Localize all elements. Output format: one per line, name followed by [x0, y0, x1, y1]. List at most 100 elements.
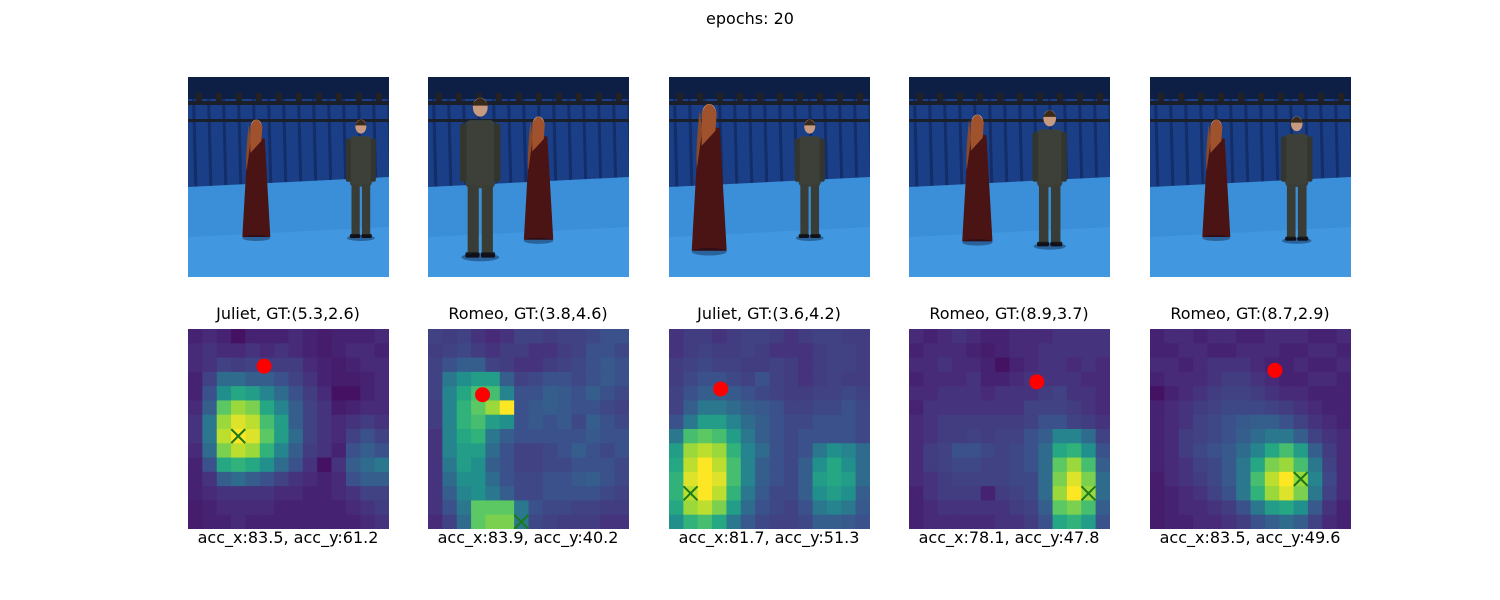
heatmap-cell [798, 486, 814, 502]
heatmap-cell [1279, 343, 1295, 359]
heatmap-cell [216, 343, 232, 359]
ground-truth-marker [1267, 362, 1283, 378]
heatmap-cell [712, 400, 728, 416]
heatmap-cell [1178, 343, 1194, 359]
heatmap-cell [952, 471, 968, 487]
heatmap-cell [740, 486, 756, 502]
heatmap-cell [1023, 414, 1039, 430]
heatmap-cell [259, 486, 275, 502]
heatmap-cell [216, 486, 232, 502]
heatmap-cell [345, 486, 361, 502]
heatmap-cell [769, 486, 785, 502]
heatmap-cell [1095, 500, 1110, 516]
heatmap-cell [1066, 457, 1082, 473]
heatmap-cell [937, 486, 953, 502]
heatmap-cell [1264, 500, 1280, 516]
heatmap-cell [1322, 471, 1338, 487]
heatmap-cell [1250, 429, 1266, 444]
heatmap-cell [1164, 500, 1180, 516]
heatmap-cell [952, 357, 968, 373]
heatmap-cell [442, 357, 458, 373]
heatmap-cell [1066, 371, 1082, 387]
heatmap-cell [259, 329, 275, 344]
heatmap-cell [302, 357, 318, 373]
heatmap-cell [1336, 357, 1351, 373]
heatmap-cell [697, 514, 713, 529]
heatmap-cell [1023, 443, 1039, 459]
heatmap-cell [697, 357, 713, 373]
heatmap-cell [317, 486, 333, 502]
heatmap-cell [1250, 443, 1266, 459]
heatmap-cell [317, 500, 333, 516]
heatmap-cell [1250, 457, 1266, 473]
heatmap-cell [231, 443, 247, 459]
heatmap-cell [755, 343, 771, 359]
romeo-figure [1032, 110, 1067, 250]
heatmap-cell [1307, 357, 1323, 373]
heatmap-cell [1178, 329, 1194, 344]
heatmap-cell [1095, 414, 1110, 430]
rig-camera [1218, 93, 1224, 101]
heatmap-cell [274, 457, 290, 473]
heatmap-cell [1221, 514, 1237, 529]
heatmap-cell [909, 414, 924, 430]
heatmap-cell [1279, 414, 1295, 430]
heatmap-cell [317, 443, 333, 459]
heatmap-cell [980, 400, 996, 416]
heatmap-cell [471, 414, 487, 430]
heatmap-cell [1207, 386, 1223, 402]
scene-photo-4 [909, 77, 1110, 277]
heatmap-cell [557, 386, 573, 402]
heatmap-cell [683, 500, 699, 516]
heatmap-cell [826, 471, 842, 487]
heatmap-cell [288, 329, 304, 344]
juliet-figure [1202, 119, 1231, 241]
heatmap-cell [755, 514, 771, 529]
heatmap-cell [812, 400, 828, 416]
rig-camera [1318, 93, 1324, 101]
heatmap-cell [683, 371, 699, 387]
heatmap-cell [274, 386, 290, 402]
heatmap-cell [288, 357, 304, 373]
heatmap-cell [909, 514, 924, 529]
heatmap-cell [245, 457, 261, 473]
heatmap-cell [1095, 343, 1110, 359]
heatmap-cell [1193, 414, 1209, 430]
heatmap-cell [1193, 486, 1209, 502]
heatmap-cell [202, 486, 218, 502]
heatmap-cell [1207, 471, 1223, 487]
heatmap-cell [245, 343, 261, 359]
heatmap-cell [1052, 386, 1068, 402]
heatmap-cell [1221, 443, 1237, 459]
heatmap-cell [937, 514, 953, 529]
heatmap-cell [1023, 500, 1039, 516]
heatmap-title-2: Romeo, GT:(3.8,4.6) [448, 304, 608, 323]
heatmap-cell [317, 329, 333, 344]
ground-truth-marker [713, 381, 729, 397]
heatmap-cell [1066, 414, 1082, 430]
heatmap-cell [1023, 429, 1039, 444]
heatmap-cell [669, 386, 684, 402]
heatmap-cell [245, 414, 261, 430]
heatmap-cell [231, 471, 247, 487]
heatmap-cell [1066, 514, 1082, 529]
heatmap-cell [841, 514, 857, 529]
ground-truth-marker [1029, 374, 1045, 390]
heatmap-cell [571, 471, 587, 487]
heatmap-cell [755, 457, 771, 473]
heatmap-cell [826, 486, 842, 502]
heatmap-xlabel-1: acc_x:83.5, acc_y:61.2 [197, 528, 379, 547]
heatmap-cell [585, 400, 601, 416]
heatmap-cell [514, 429, 530, 444]
heatmap-cell [428, 386, 443, 402]
heatmap-cell [1150, 400, 1165, 416]
heatmap-cell [826, 414, 842, 430]
heatmap-cell [669, 371, 684, 387]
heatmap-cell [1236, 400, 1252, 416]
heatmap-cell [1279, 429, 1295, 444]
romeo-figure [794, 119, 825, 241]
heatmap-cell [966, 414, 982, 430]
heatmap-cell [909, 343, 924, 359]
romeo-figure [345, 119, 376, 241]
heatmap-cell [542, 500, 558, 516]
